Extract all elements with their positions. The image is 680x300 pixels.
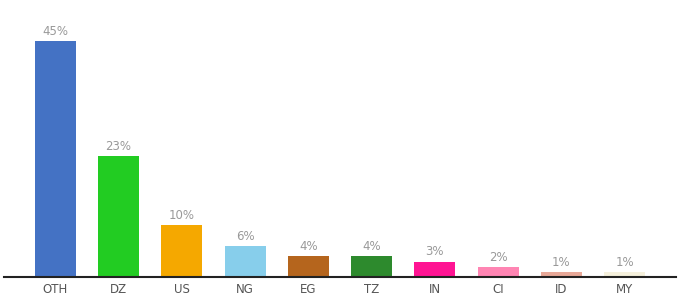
- Text: 3%: 3%: [426, 245, 444, 258]
- Bar: [541, 272, 582, 277]
- Bar: [224, 246, 266, 277]
- Text: 45%: 45%: [42, 25, 68, 38]
- Bar: [414, 262, 456, 277]
- Bar: [35, 41, 76, 277]
- Bar: [351, 256, 392, 277]
- Text: 4%: 4%: [362, 240, 381, 253]
- Text: 4%: 4%: [299, 240, 318, 253]
- Text: 1%: 1%: [552, 256, 571, 269]
- Text: 10%: 10%: [169, 208, 194, 222]
- Text: 2%: 2%: [489, 250, 507, 264]
- Bar: [98, 157, 139, 277]
- Bar: [477, 267, 519, 277]
- Bar: [604, 272, 645, 277]
- Text: 6%: 6%: [236, 230, 254, 243]
- Bar: [288, 256, 329, 277]
- Text: 1%: 1%: [615, 256, 634, 269]
- Text: 23%: 23%: [105, 140, 131, 153]
- Bar: [161, 225, 203, 277]
